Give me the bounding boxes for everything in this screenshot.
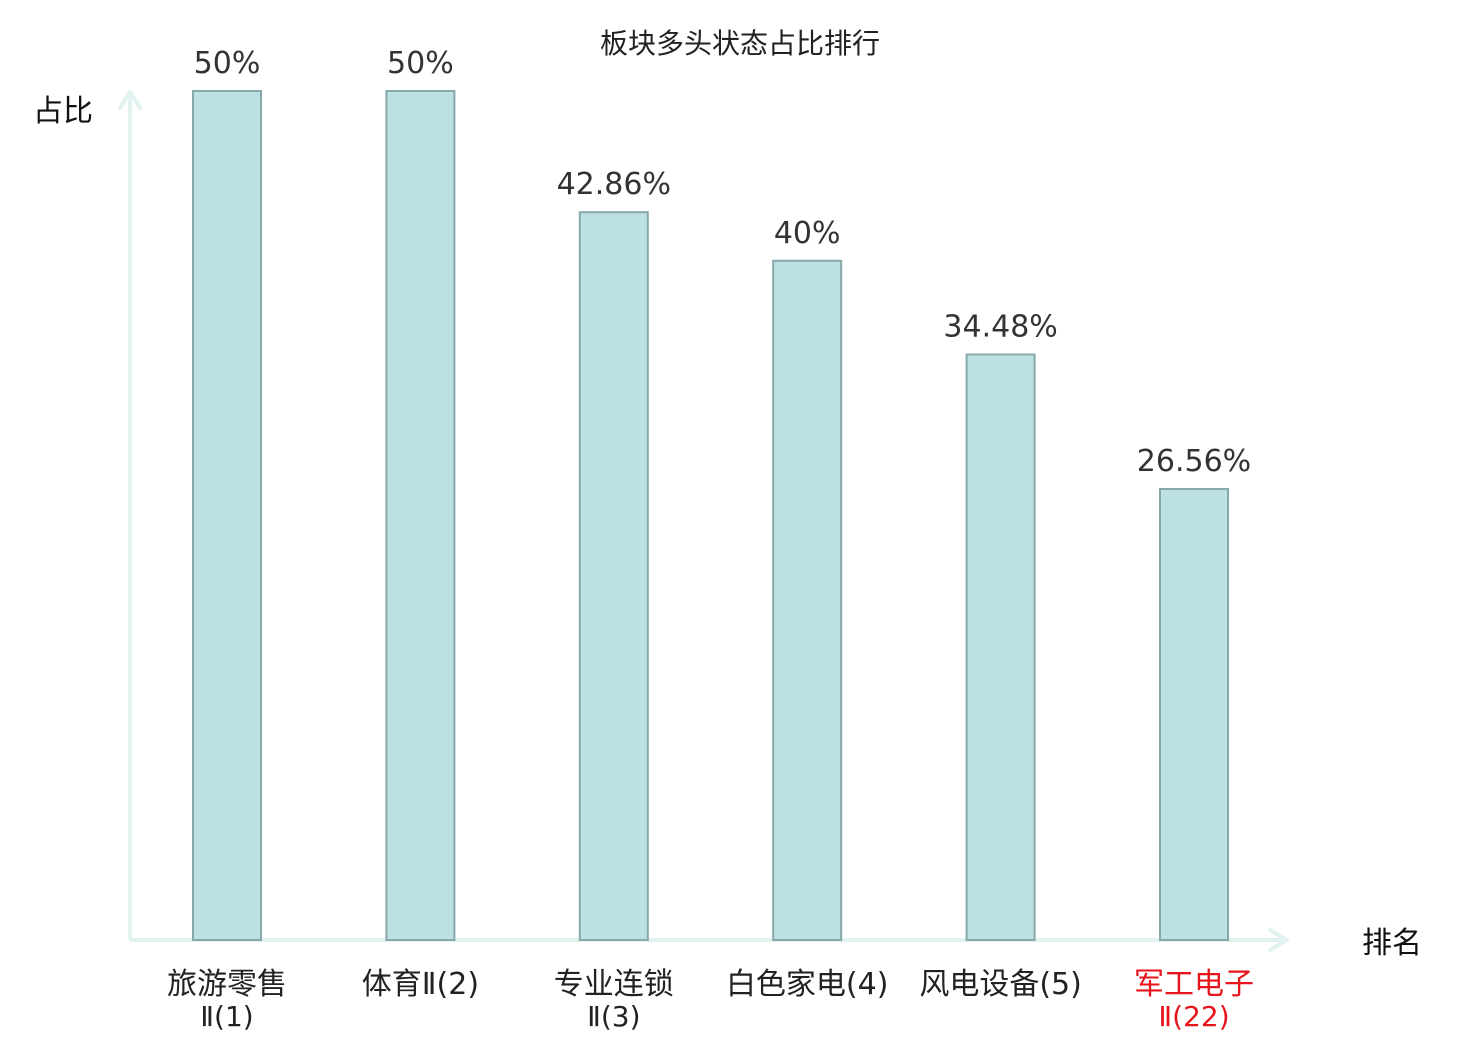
category-label: 军工电子 bbox=[1134, 967, 1254, 1002]
bar-value-label: 26.56% bbox=[1137, 444, 1251, 479]
bar-value-label: 42.86% bbox=[557, 167, 671, 202]
bar-value-label: 50% bbox=[387, 46, 454, 81]
bar bbox=[192, 90, 262, 941]
category-label: 风电设备(5) bbox=[919, 967, 1082, 1002]
bar bbox=[772, 259, 843, 941]
chart-title: 板块多头状态占比排行 bbox=[600, 27, 880, 60]
bar bbox=[965, 353, 1036, 941]
category-label: 体育Ⅱ(2) bbox=[362, 967, 479, 1002]
bar bbox=[1159, 488, 1229, 941]
category-sub-label: Ⅱ(3) bbox=[587, 1000, 640, 1033]
bar bbox=[578, 211, 649, 941]
x-axis-label: 排名 bbox=[1362, 926, 1422, 961]
category-label: 旅游零售 bbox=[167, 967, 287, 1002]
bar-value-label: 40% bbox=[774, 216, 841, 251]
bar-value-label: 34.48% bbox=[943, 310, 1057, 345]
bar-value-label: 50% bbox=[194, 46, 261, 81]
category-label: 专业连锁 bbox=[554, 967, 674, 1002]
category-sub-label: Ⅱ(1) bbox=[200, 1000, 253, 1033]
y-axis-label: 占比 bbox=[33, 94, 93, 129]
category-sub-label: Ⅱ(22) bbox=[1158, 1000, 1229, 1033]
bar bbox=[385, 90, 456, 941]
y-axis-arrow-icon bbox=[118, 90, 142, 110]
x-axis-arrow-icon bbox=[1268, 928, 1289, 952]
category-label: 白色家电(4) bbox=[726, 967, 889, 1002]
